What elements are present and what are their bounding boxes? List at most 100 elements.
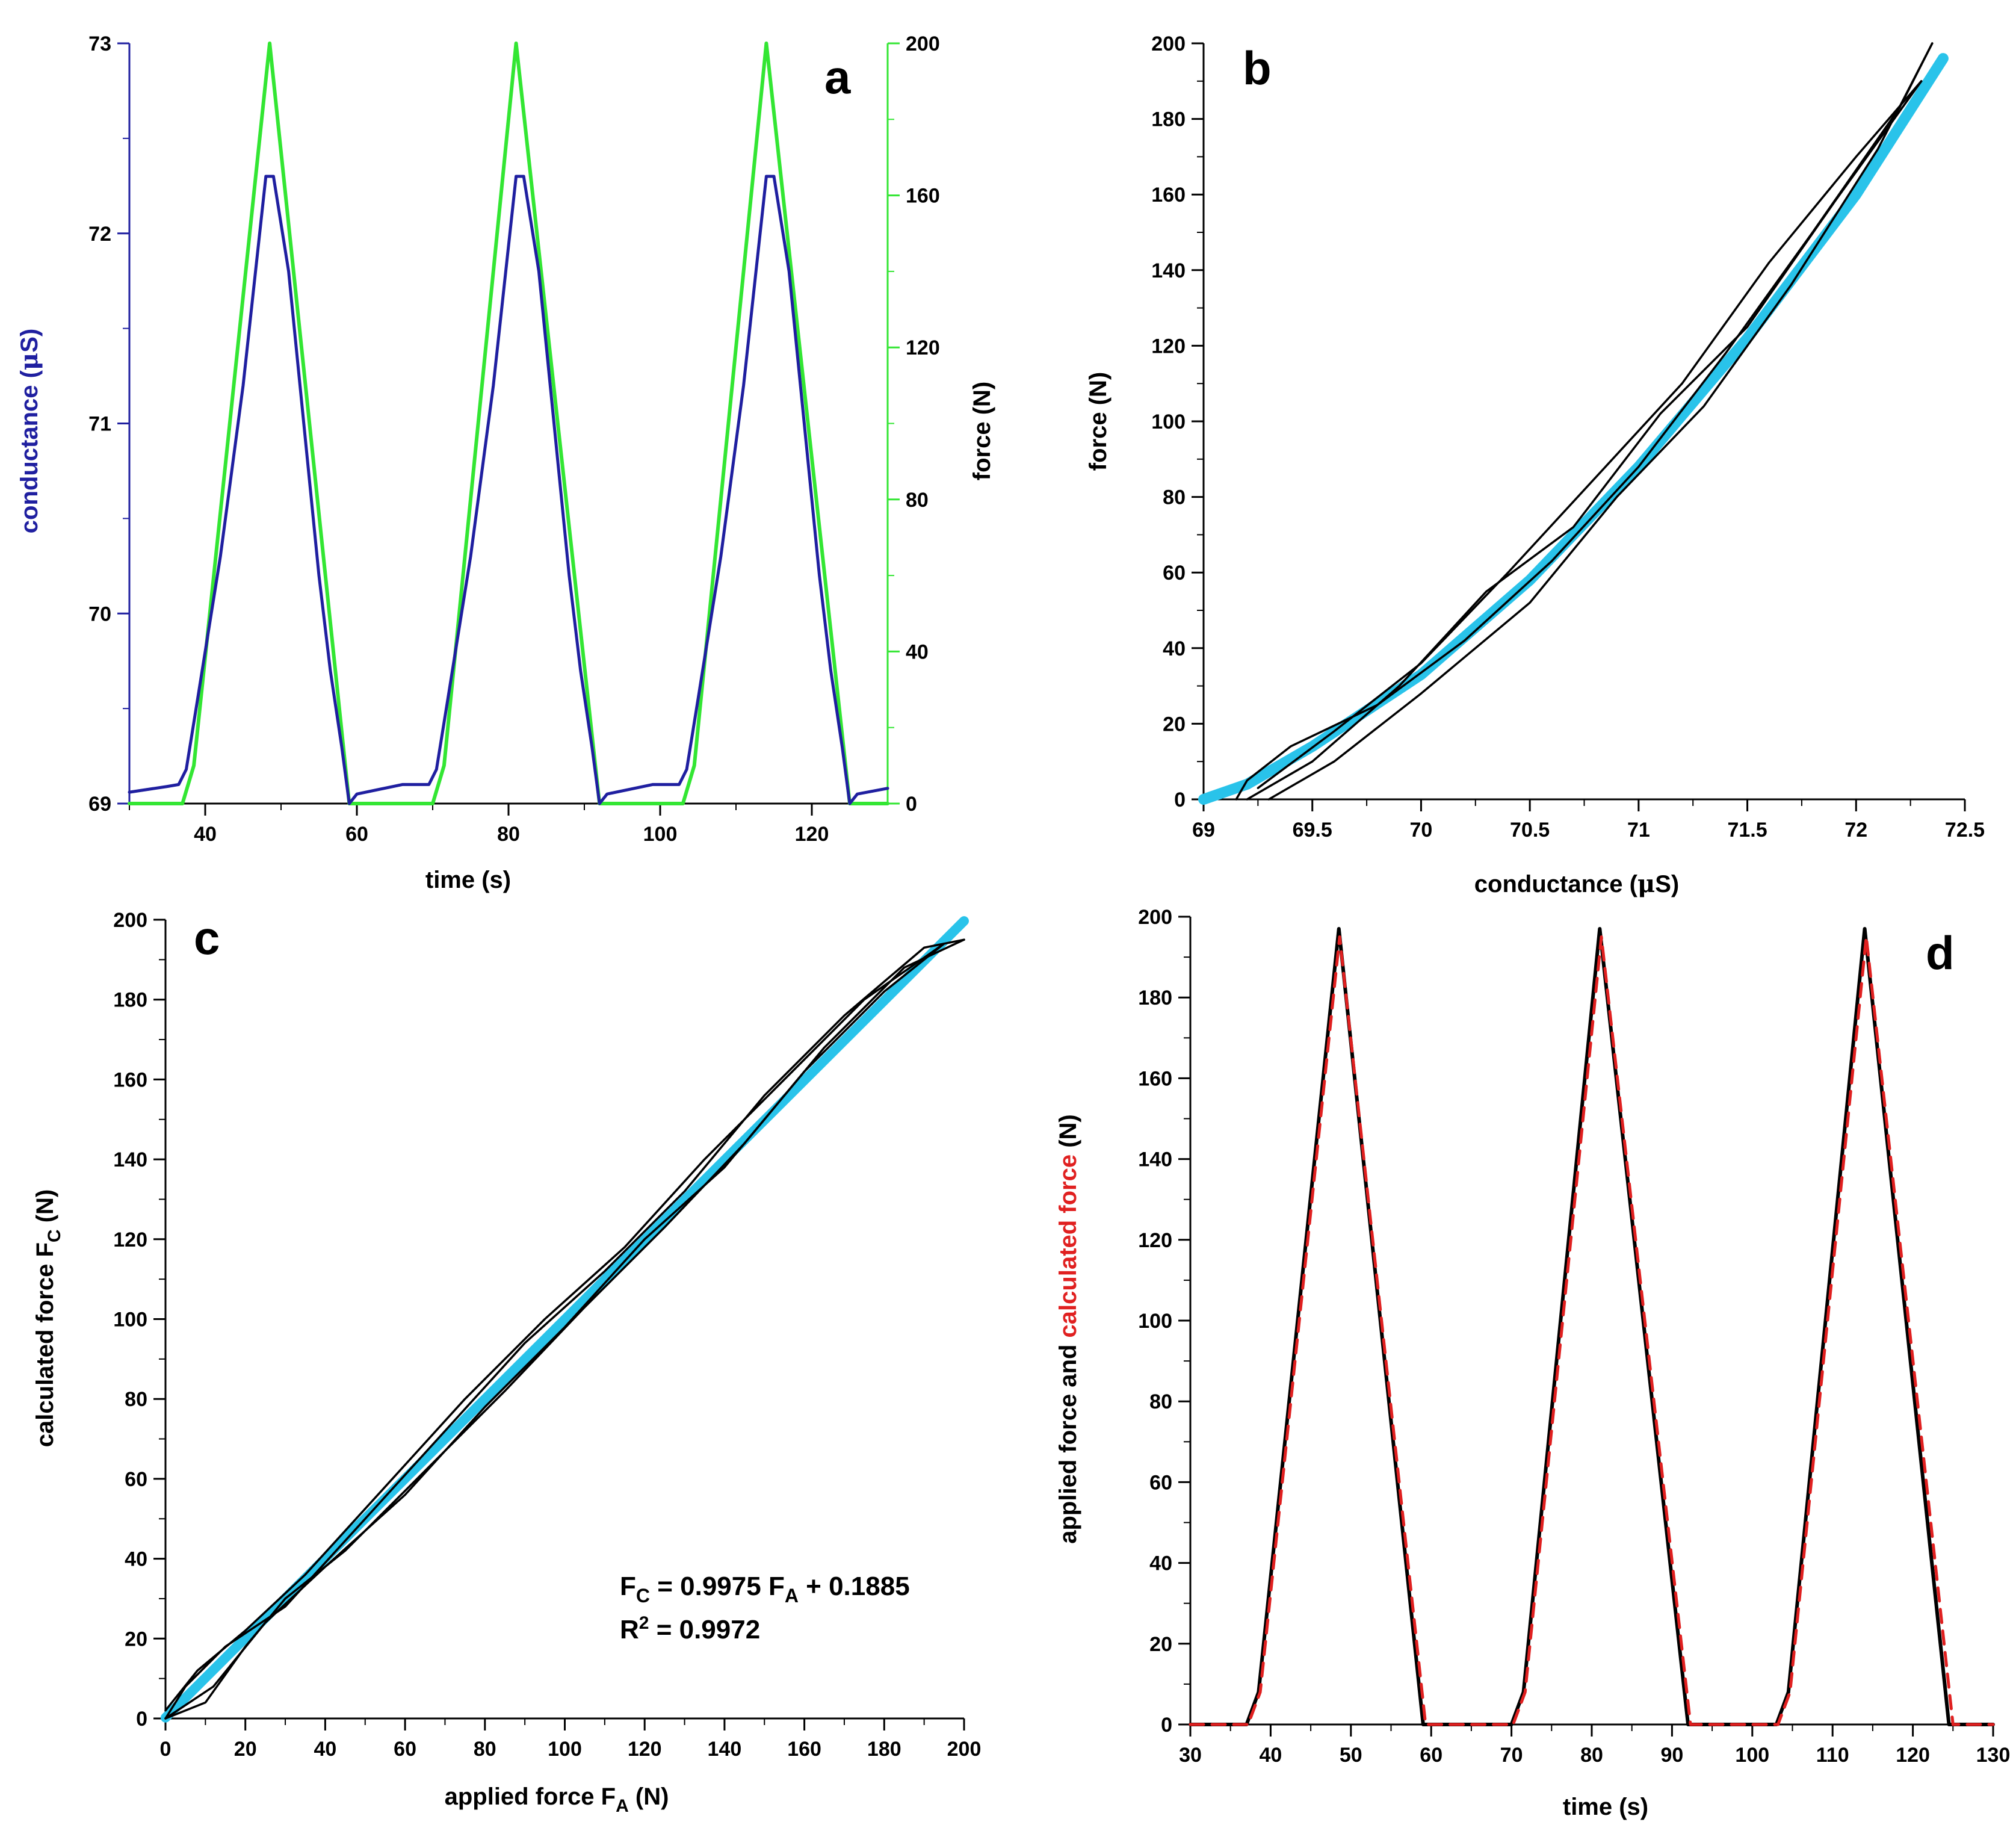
- panel-c-x-tick-label: 60: [394, 1738, 416, 1761]
- panel-c-eq-sup: 2: [639, 1613, 649, 1633]
- panel-a-right-y-tick-label: 120: [906, 336, 940, 359]
- panel-c-eq-sub-a: A: [785, 1585, 799, 1607]
- panel-c-xlabel-text: applied force F: [445, 1783, 616, 1810]
- panel-a-right-y-tick-label: 160: [906, 185, 940, 208]
- panel-a-x-tick-label: 120: [795, 823, 829, 846]
- panel-d-x-tick-label: 130: [1976, 1744, 2011, 1767]
- panel-a-xlabel: time (s): [425, 867, 511, 893]
- panel-b-loop-line: [1246, 80, 1923, 801]
- panel-c-y-tick-label: 200: [113, 909, 147, 932]
- panel-b-y-tick-label: 20: [1163, 713, 1186, 736]
- panel-c-x-tick-label: 40: [314, 1738, 336, 1761]
- panel-c-equation-line2: R2 = 0.9972: [620, 1613, 760, 1644]
- panel-a-conductance-line: [128, 175, 889, 805]
- panel-d-letter: d: [1926, 926, 1955, 979]
- panel-a-right-y-tick-label: 200: [906, 33, 940, 55]
- panel-d-x-tick-label: 60: [1420, 1744, 1442, 1767]
- panel-d-x-tick-label: 100: [1735, 1744, 1769, 1767]
- panel-c-eq-end: + 0.1885: [799, 1572, 910, 1601]
- panel-d-y-tick-label: 120: [1138, 1229, 1172, 1252]
- panel-b-x-tick-label: 71.5: [1727, 819, 1767, 841]
- panel-c-ylabel: calculated force FC (N): [32, 1189, 64, 1447]
- panel-c-x-tick-label: 20: [234, 1738, 257, 1761]
- panel-a-left-y-tick-label: 69: [88, 793, 111, 816]
- panel-a-plot: 40 60 80 100 120 69 70 71 72 73 0 40 80 120 160 200: [88, 33, 940, 846]
- panel-a-right-y-tick-label: 40: [906, 640, 929, 663]
- panel-b-y-tick-label: 120: [1151, 335, 1186, 358]
- panel-c-plot: 0 20 40 60 80 100 120 140 160 180 200 0 20 40 60 80 100 1…: [113, 909, 981, 1761]
- panel-b-loop-line: [1235, 42, 1934, 801]
- panel-b-y-tick-label: 160: [1151, 184, 1186, 206]
- panel-b: 69 69.5 70 70.5 71 71.5 72 72.5 0 20 40 60 80 100 120 1…: [1085, 33, 1985, 898]
- panel-a-right-y-tick-label: 0: [906, 793, 917, 816]
- panel-d: 30 40 50 60 70 80 90 100 110 120 130 0 20 40 60 80 100 12…: [1055, 906, 2010, 1820]
- panel-b-y-tick-label: 40: [1163, 637, 1186, 660]
- panel-c-ylabel-sub: C: [45, 1229, 64, 1242]
- panel-c-y-tick-label: 180: [113, 989, 147, 1012]
- panel-d-calculated-force-line: [1189, 935, 1995, 1726]
- panel-d-applied-force-line: [1189, 927, 1995, 1726]
- panel-b-xlabel-mu: μ: [1637, 870, 1655, 898]
- panel-a-x-tick-label: 100: [643, 823, 678, 846]
- panel-a: 40 60 80 100 120 69 70 71 72 73 0 40 80 120 160 200 a t…: [15, 33, 995, 893]
- panel-b-y-tick-label: 80: [1163, 486, 1186, 509]
- panel-a-left-y-tick-label: 72: [88, 223, 111, 246]
- panel-d-x-tick-label: 120: [1896, 1744, 1930, 1767]
- panel-c-eq-r-end: = 0.9972: [649, 1615, 760, 1644]
- panel-c-y-tick-label: 60: [125, 1468, 147, 1491]
- panel-b-xlabel: conductance (μS): [1474, 870, 1679, 898]
- panel-a-ylabel-right: force (N): [969, 382, 995, 480]
- panel-b-y-tick-label: 180: [1151, 108, 1186, 131]
- panel-a-letter: a: [824, 51, 851, 104]
- panel-b-xlabel-end: S): [1655, 871, 1679, 897]
- panel-b-y-tick-label: 200: [1151, 33, 1186, 55]
- panel-a-ylabel-left-mu: μ: [15, 353, 43, 370]
- panel-c: 0 20 40 60 80 100 120 140 160 180 200 0 20 40 60 80 100 1…: [32, 909, 981, 1816]
- panel-b-xlabel-text: conductance (: [1474, 871, 1638, 897]
- panel-a-x-tick-label: 40: [194, 823, 217, 846]
- panel-a-force-line: [128, 42, 889, 805]
- panel-c-ylabel-end: (N): [32, 1189, 58, 1230]
- panel-d-x-tick-label: 90: [1660, 1744, 1683, 1767]
- panel-c-eq-r: R: [620, 1615, 639, 1644]
- panel-d-x-tick-label: 50: [1340, 1744, 1362, 1767]
- panel-a-ylabel-left-end: S): [16, 329, 43, 353]
- panel-c-x-tick-label: 80: [474, 1738, 496, 1761]
- panel-d-ylabel-part3: (N): [1055, 1114, 1081, 1154]
- panel-d-x-tick-label: 30: [1179, 1744, 1202, 1767]
- panel-d-x-tick-label: 40: [1259, 1744, 1282, 1767]
- panel-d-y-tick-label: 200: [1138, 906, 1172, 929]
- panel-d-ylabel-part2: calculated force: [1055, 1154, 1081, 1338]
- panel-a-ylabel-left: conductance (μS): [15, 329, 43, 533]
- panel-a-left-y-tick-label: 71: [88, 413, 111, 436]
- panel-c-x-tick-label: 180: [867, 1738, 901, 1761]
- panel-b-x-tick-label: 70.5: [1510, 819, 1550, 841]
- panel-c-y-tick-label: 0: [136, 1708, 147, 1730]
- panel-c-equation-line1: FC = 0.9975 FA + 0.1885: [620, 1572, 910, 1607]
- panel-d-y-tick-label: 160: [1138, 1067, 1172, 1090]
- panel-c-x-tick-label: 100: [548, 1738, 582, 1761]
- panel-c-xlabel: applied force FA (N): [445, 1783, 669, 1816]
- panel-d-plot: 30 40 50 60 70 80 90 100 110 120 130 0 20 40 60 80 100 12…: [1138, 906, 2010, 1767]
- panel-b-x-tick-label: 70: [1410, 819, 1433, 841]
- panel-d-y-tick-label: 40: [1149, 1552, 1172, 1575]
- panel-b-x-tick-label: 69.5: [1293, 819, 1332, 841]
- panel-d-x-tick-label: 110: [1816, 1744, 1849, 1767]
- panel-c-x-tick-label: 140: [708, 1738, 742, 1761]
- panel-c-y-tick-label: 40: [125, 1548, 147, 1571]
- panel-d-y-tick-label: 60: [1149, 1471, 1172, 1494]
- panel-a-ylabel-left-text: conductance (: [16, 370, 43, 533]
- panel-b-plot: 69 69.5 70 70.5 71 71.5 72 72.5 0 20 40 60 80 100 120 1…: [1151, 33, 1985, 841]
- panel-b-y-tick-label: 0: [1174, 789, 1186, 811]
- panel-d-ylabel-part1: applied force and: [1055, 1337, 1081, 1543]
- panel-c-letter: c: [194, 911, 220, 964]
- panel-b-y-tick-label: 100: [1151, 411, 1186, 433]
- panel-c-ylabel-text: calculated force F: [32, 1242, 58, 1447]
- panel-c-xlabel-sub: A: [616, 1796, 629, 1816]
- panel-c-x-tick-label: 0: [160, 1738, 172, 1761]
- panel-d-y-tick-label: 80: [1149, 1390, 1172, 1413]
- panel-c-eq-sub-c: C: [636, 1585, 650, 1607]
- panel-d-y-tick-label: 180: [1138, 987, 1172, 1009]
- panel-c-y-tick-label: 140: [113, 1148, 147, 1171]
